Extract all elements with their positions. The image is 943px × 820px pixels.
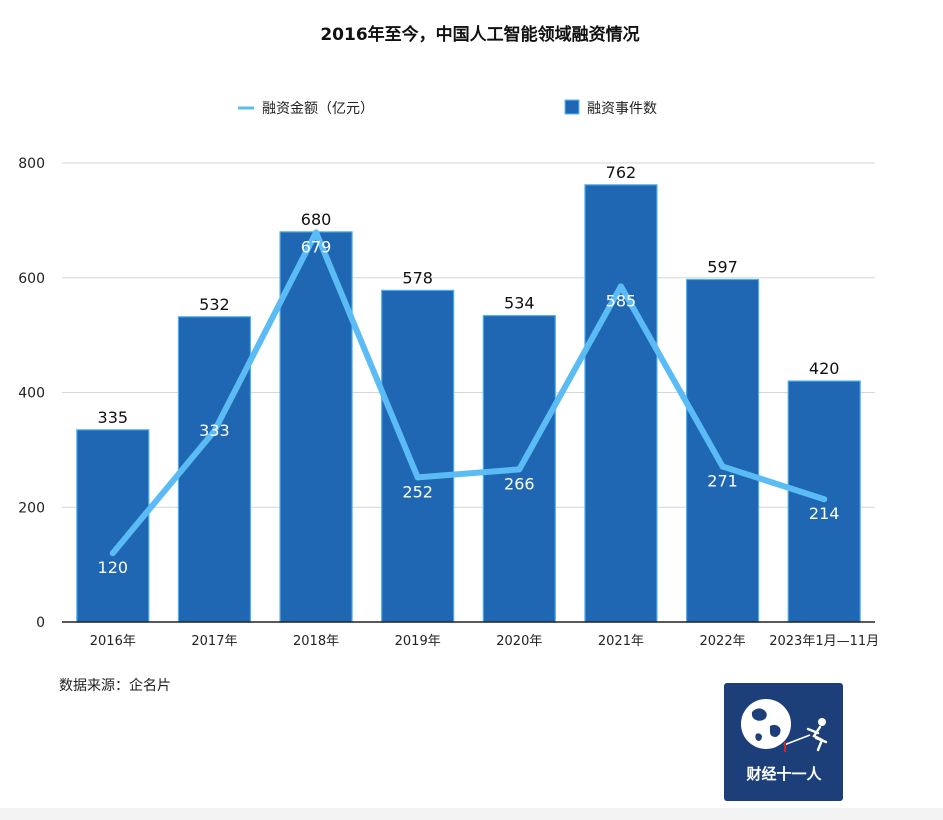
bar-value-label: 762 [606,163,637,182]
line-value-label: 266 [504,474,535,493]
logo: 财经十一人 [724,683,843,801]
legend: 融资金额（亿元） 融资事件数 [238,99,657,117]
x-tick-label: 2016年 [90,634,136,649]
bar [177,316,252,623]
line-point [719,463,726,470]
x-tick-label: 2022年 [700,634,746,649]
line-series: 120 333 679 252 266 585 271 214 [98,229,840,577]
x-axis: 2016年 2017年 2018年 2019年 2020年 2021年 2022年 2023年… [90,634,879,649]
line-point [821,496,828,503]
line-value-label: 679 [301,237,332,256]
line-point [516,466,523,473]
line-point [109,550,116,557]
y-tick-label: 600 [18,271,45,287]
bar-value-label: 578 [402,268,433,287]
x-tick-label: 2017年 [191,634,237,649]
bar [584,184,658,623]
x-tick-label: 2023年1月—11月 [769,634,879,649]
line-point [211,427,218,434]
line-value-label: 333 [199,421,230,440]
globe-icon [741,699,791,749]
line-value-label: 120 [98,558,129,577]
x-tick-label: 2020年 [496,634,542,649]
bar-value-label: 532 [199,295,230,314]
bar-value-label: 335 [98,408,129,427]
bar [381,289,455,623]
y-axis: 0 200 400 600 800 [18,156,45,631]
bar [685,278,760,623]
x-tick-label: 2021年 [598,634,644,649]
legend-bar-label: 融资事件数 [587,101,657,117]
bar-value-label: 680 [301,210,332,229]
bar-series: 335 532 680 578 534 762 597 420 [76,163,861,623]
y-tick-label: 800 [18,156,45,172]
line-point [313,229,320,236]
source-note: 数据来源：企名片 [59,677,171,694]
line-point [617,283,624,290]
chart-title: 2016年至今，中国人工智能领域融资情况 [320,24,639,45]
y-tick-label: 200 [18,500,45,516]
line-value-label: 585 [606,291,637,310]
legend-bar-swatch [564,99,580,115]
legend-item-bar: 融资事件数 [564,99,657,117]
y-tick-label: 0 [36,615,45,631]
bar-value-label: 420 [809,359,840,378]
line-value-label: 252 [402,482,433,501]
line-point [414,474,421,481]
y-tick-label: 400 [18,386,45,402]
bar-value-label: 534 [504,294,535,313]
bar-value-label: 597 [707,257,738,276]
bottom-strip [0,808,943,820]
line-value-label: 271 [707,472,738,491]
x-tick-label: 2018年 [293,634,339,649]
runner-icon [783,718,828,752]
line-value-label: 214 [809,504,840,523]
legend-item-line: 融资金额（亿元） [238,101,374,117]
line-path [109,229,828,557]
legend-line-label: 融资金额（亿元） [262,101,374,117]
logo-text: 财经十一人 [746,765,822,783]
x-tick-label: 2019年 [395,634,441,649]
